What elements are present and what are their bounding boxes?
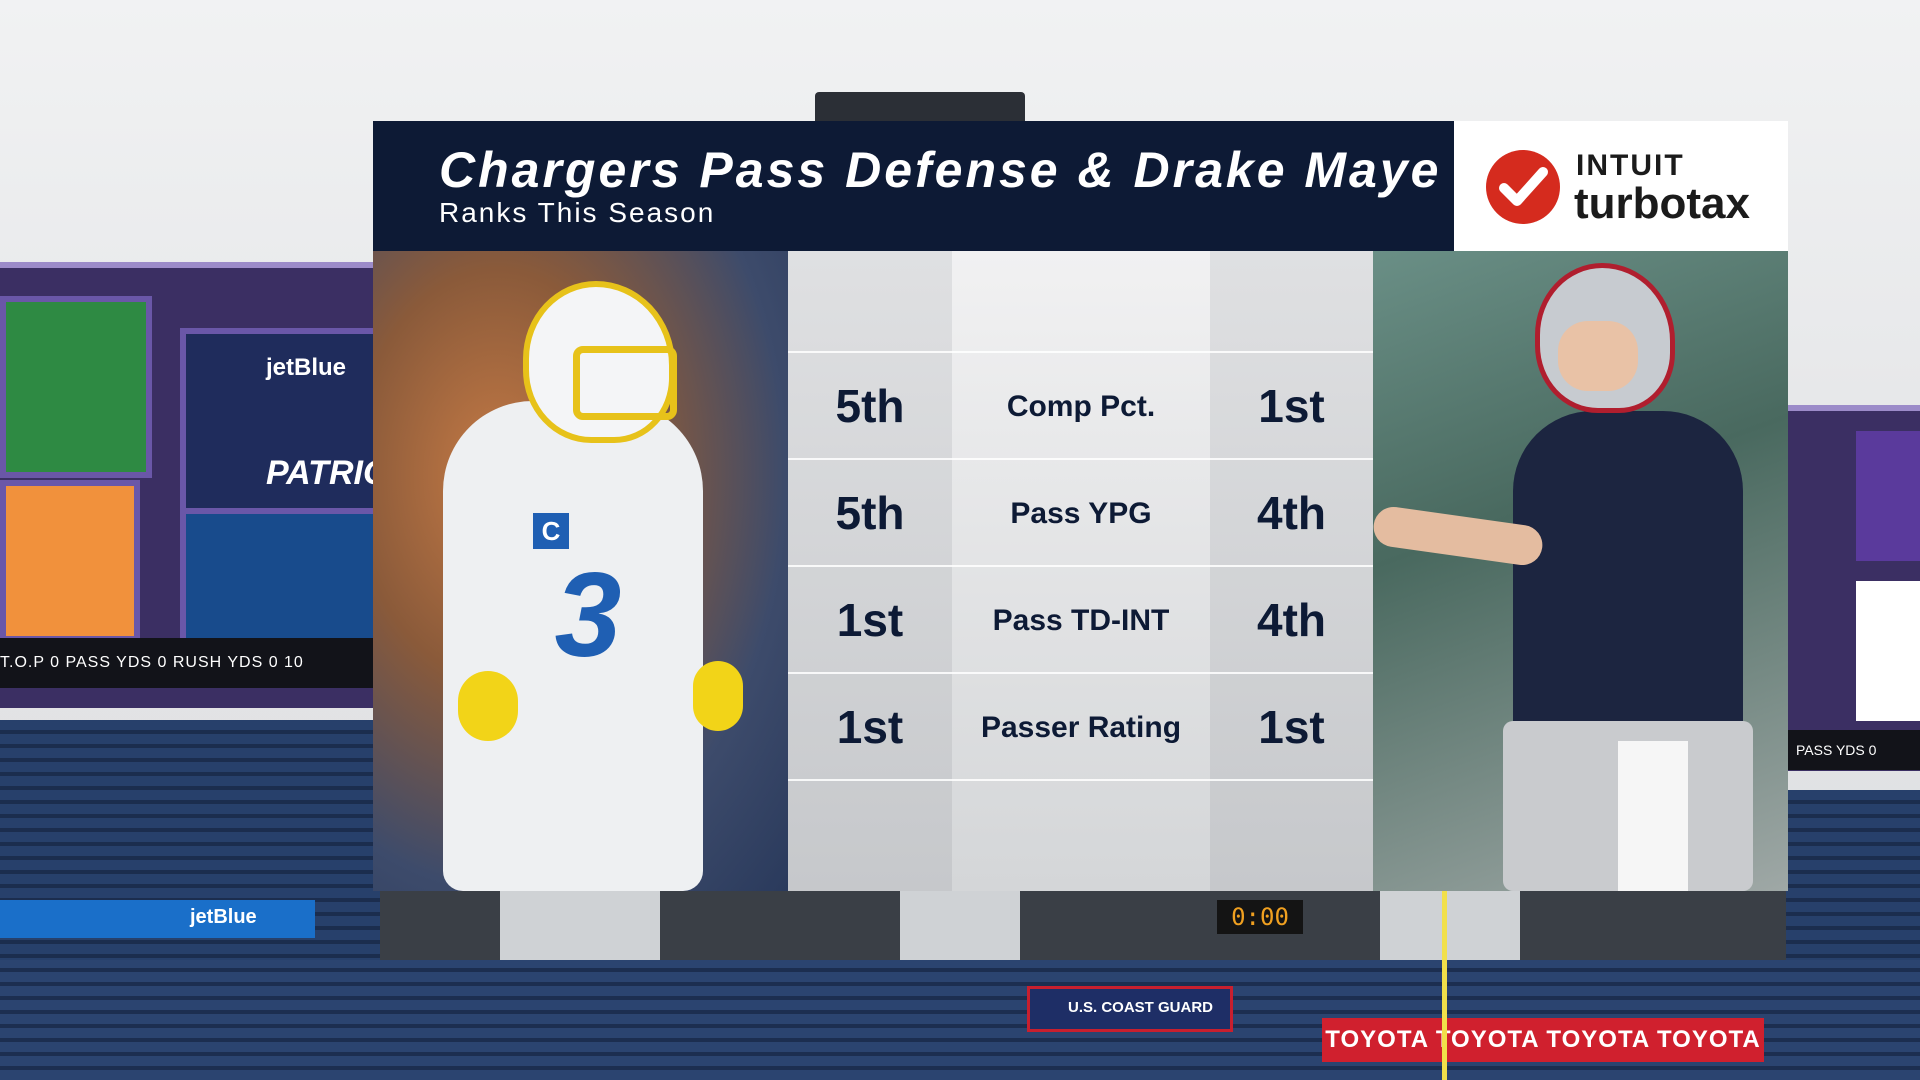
toyota-ribbon: TOYOTA TOYOTA TOYOTA TOYOTA	[1322, 1018, 1764, 1062]
left-player-facemask	[573, 346, 677, 420]
left-player-photo: C 3	[373, 251, 788, 891]
check-mark-icon	[1486, 150, 1560, 224]
left-board-ticker: T.O.P 0 PASS YDS 0 RUSH YDS 0 10	[0, 638, 380, 688]
left-rank: 5th	[835, 487, 905, 539]
table-row: 5th Pass YPG 4th	[788, 458, 1373, 567]
jetblue-ribbon: jetBlue	[0, 900, 315, 938]
coast-guard-sign: U.S. COAST GUARD	[1027, 986, 1233, 1032]
stat-label: Comp Pct.	[1006, 390, 1156, 423]
left-rank: 1st	[836, 594, 904, 646]
board-panel-green	[0, 296, 152, 478]
right-rank: 4th	[1257, 487, 1326, 539]
left-rank: 1st	[836, 701, 904, 753]
table-row: 5th Comp Pct. 1st	[788, 351, 1373, 460]
graphic-header: Chargers Pass Defense & Drake Maye Ranks…	[373, 121, 1454, 251]
right-rank: 1st	[1258, 380, 1325, 432]
sponsor-line2: turbotax	[1574, 179, 1750, 228]
board-panel-orange	[0, 480, 140, 642]
stadium-clock: 0:00	[1217, 900, 1303, 934]
board-panel-purple	[1856, 431, 1920, 561]
graphic-title: Chargers Pass Defense & Drake Maye	[439, 142, 1442, 198]
right-player-photo	[1373, 251, 1788, 891]
left-player-jersey-number: 3	[554, 548, 622, 682]
right-video-board	[1786, 405, 1920, 771]
left-rank: 5th	[835, 380, 905, 432]
sponsor-logo: INTUIT turbotax	[1454, 121, 1788, 251]
board-brand-text: jetBlue	[266, 354, 347, 381]
right-rank-column	[1210, 251, 1373, 891]
board-panel-white	[1856, 581, 1920, 721]
goalpost	[1442, 890, 1447, 1080]
jetblue-ribbon-text: jetBlue	[190, 906, 257, 928]
left-rank-column	[788, 251, 952, 891]
right-player-towel	[1618, 741, 1688, 891]
right-player-face	[1558, 321, 1638, 391]
board-team-text: PATRIO	[266, 454, 390, 492]
right-rank: 1st	[1258, 701, 1325, 753]
table-row: 1st Passer Rating 1st	[788, 672, 1373, 781]
stat-label: Passer Rating	[980, 711, 1182, 744]
table-row-empty	[788, 779, 1373, 893]
coast-guard-text: U.S. COAST GUARD	[1068, 999, 1214, 1016]
sponsor-line1: INTUIT	[1576, 149, 1685, 182]
left-player-captain-patch: C	[533, 513, 569, 549]
left-player-glove	[458, 671, 518, 741]
left-player-body	[443, 401, 703, 891]
stat-label: Pass YPG	[1010, 497, 1152, 530]
right-board-ticker: PASS YDS 0	[1786, 730, 1920, 770]
table-row: 1st Pass TD-INT 4th	[788, 565, 1373, 674]
stat-label: Pass TD-INT	[992, 604, 1170, 637]
left-video-board: jetBlue PATRIO	[0, 262, 392, 708]
left-player-glove	[693, 661, 743, 731]
right-player-body	[1513, 411, 1743, 731]
right-rank: 4th	[1257, 594, 1326, 646]
graphic-subtitle: Ranks This Season	[439, 197, 716, 228]
stat-label-column	[952, 251, 1210, 891]
stats-graphic: Chargers Pass Defense & Drake Maye Ranks…	[373, 121, 1788, 891]
stats-table: 5th Comp Pct. 1st 5th Pass YPG 4th 1st P…	[788, 251, 1373, 891]
